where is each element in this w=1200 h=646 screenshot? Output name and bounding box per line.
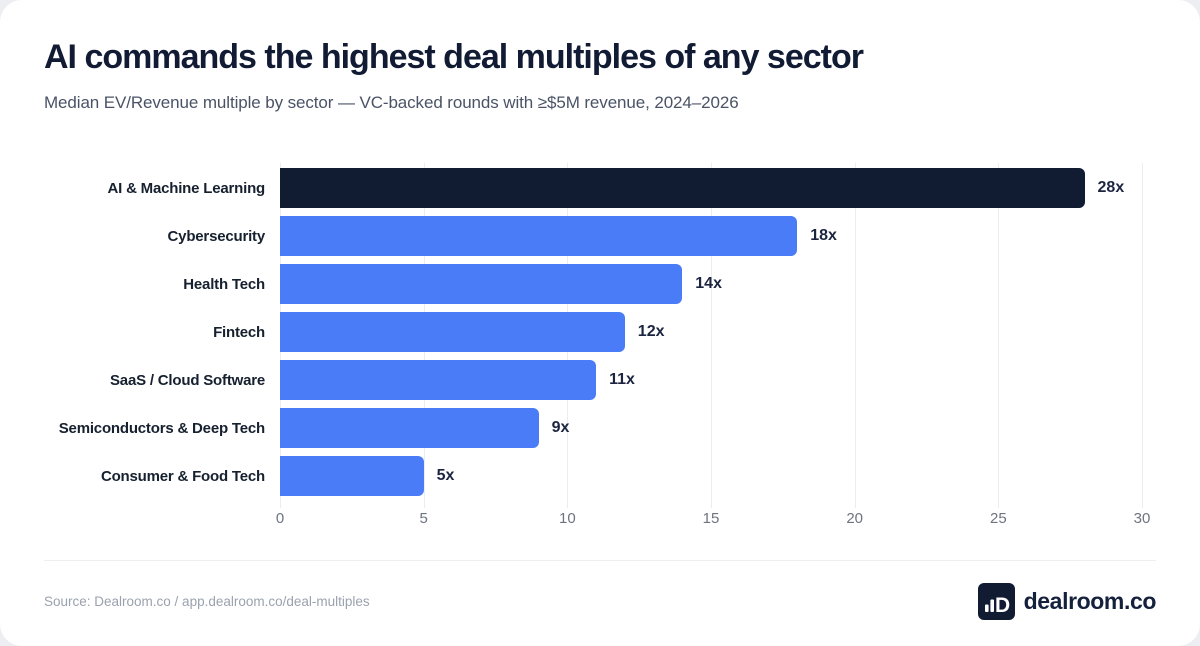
bar-chart: AI & Machine Learning 28x Cybersecurity 18x… [44,163,1156,532]
page-title: AI commands the highest deal multiples o… [44,38,864,76]
svg-text:D: D [995,594,1010,617]
gridline-30 [1142,163,1143,508]
bar-track: 28x [280,168,1142,208]
bar-row: Health Tech 14x [44,264,1156,304]
bar-row: AI & Machine Learning 28x [44,168,1156,208]
bar-rows: AI & Machine Learning 28x Cybersecurity 18x… [44,163,1156,496]
category-label: SaaS / Cloud Software [110,371,265,389]
gridline-25 [998,163,1000,508]
footer: Source: Dealroom.co / app.dealroom.co/de… [44,578,1156,624]
category-label: AI & Machine Learning [107,179,266,197]
x-tick-label-20: 20 [846,510,863,527]
footer-divider [44,560,1156,561]
x-tick-label-30: 30 [1133,510,1151,527]
chart-header: AI commands the highest deal multiples o… [44,38,1156,113]
gridline-20 [854,163,856,508]
bar [280,216,798,256]
bar-track: 5x [280,456,1142,496]
bar-row: SaaS / Cloud Software 11x [44,360,1156,400]
value-label: 11x [609,371,635,388]
category-label: Consumer & Food Tech [100,467,265,485]
bar-track: 12x [280,312,1142,352]
bar [280,360,597,400]
category-label: Semiconductors & Deep Tech [58,419,265,437]
category-label: Cybersecurity [167,227,266,245]
x-tick-label-25: 25 [989,510,1007,527]
value-label: 28x [1097,179,1125,196]
x-tick-label-0: 0 [275,510,285,527]
bar-row: Semiconductors & Deep Tech 9x [44,408,1156,448]
dealroom-logo-icon: D [977,582,1015,620]
bar-track: 18x [280,216,1142,256]
bar-row: Consumer & Food Tech 5x [44,456,1156,496]
category-label: Fintech [213,323,265,341]
category-label: Health Tech [183,275,265,293]
bar [280,456,424,496]
bar-track: 11x [280,360,1142,400]
bar [280,168,1085,208]
bar-track: 9x [280,408,1142,448]
plot-area: AI & Machine Learning 28x Cybersecurity 18x… [44,163,1156,508]
gridline-15 [711,163,712,508]
value-label: 5x [436,467,455,484]
bar-track: 14x [280,264,1142,304]
x-tick-label-15: 15 [702,510,720,527]
value-label: 18x [810,227,837,244]
page-subtitle: Median EV/Revenue multiple by sector — V… [44,93,739,113]
value-label: 14x [695,275,722,292]
bar [280,408,539,448]
value-label: 12x [637,323,665,340]
bar-row: Fintech 12x [44,312,1156,352]
x-tick-label-5: 5 [419,510,428,527]
source-text: Source: Dealroom.co / app.dealroom.co/de… [44,593,370,609]
brand-name: dealroom.co [1023,587,1157,614]
x-axis-ticks: 0 5 10 15 20 25 30 [276,504,1151,532]
bar-row: Cybersecurity 18x [44,216,1156,256]
value-label: 9x [551,419,570,436]
brand-logo: D dealroom.co [977,582,1157,620]
bar [280,312,625,352]
x-tick-label-10: 10 [558,510,576,527]
bar [280,264,683,304]
